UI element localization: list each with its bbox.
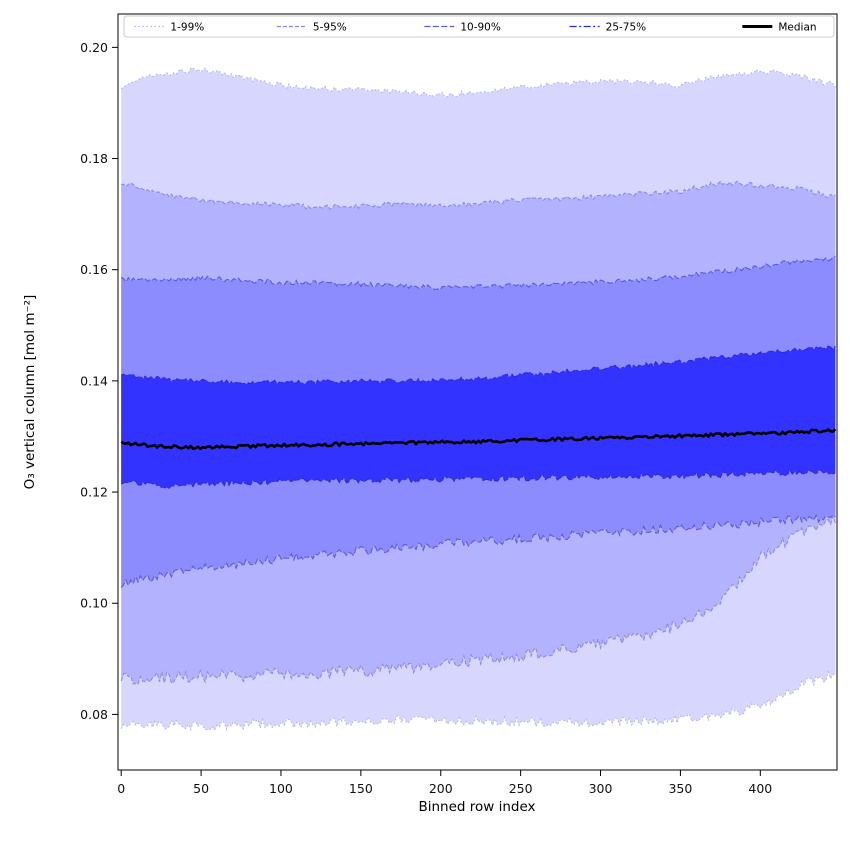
x-tick-label: 0 [117, 781, 125, 796]
x-tick-label: 250 [509, 781, 533, 796]
x-tick-label: 50 [193, 781, 209, 796]
y-tick-label: 0.16 [80, 262, 108, 277]
y-tick-label: 0.08 [80, 707, 108, 722]
band-fill-25-75% [121, 346, 836, 489]
band-lower-edge-10-90% [120, 513, 836, 589]
legend: 1-99% 5-95% 10-90% 25-75% Median [123, 15, 835, 38]
band-upper-edge-1-99% [120, 67, 836, 98]
band-upper-edge-5-95% [121, 180, 836, 210]
bands-layer [121, 67, 836, 731]
median-line [120, 428, 837, 451]
x-tick-label: 400 [748, 781, 772, 796]
band-upper-edge-10-90% [120, 255, 836, 292]
median-layer [120, 428, 837, 451]
x-tick-label: 150 [349, 781, 373, 796]
band-edges-layer [120, 67, 836, 732]
band-lower-edge-5-95% [120, 514, 836, 685]
axes-layer: 0 50 100 150 200 250 300 350 400 0.08 0.10 0.12 0.14… [80, 40, 772, 796]
x-tick-label: 100 [269, 781, 293, 796]
y-tick-label: 0.10 [80, 596, 108, 611]
legend-label: 1-99% [170, 22, 204, 34]
y-tick-label: 0.18 [80, 151, 108, 166]
legend-label: 25-75% [606, 22, 647, 34]
legend-label: 10-90% [460, 22, 501, 34]
band-lower-edge-1-99% [120, 669, 836, 732]
band-lower-edge-25-75% [120, 469, 836, 489]
plot-frame [117, 13, 838, 771]
x-axis-label: Binned row index [418, 799, 535, 815]
x-tick-label: 350 [668, 781, 692, 796]
x-tick-label: 300 [589, 781, 613, 796]
legend-label: 5-95% [313, 22, 347, 34]
band-upper-edge-25-75% [121, 345, 836, 385]
y-axis-label: O₃ vertical column [mol m⁻²] [22, 295, 38, 490]
x-tick-label: 200 [429, 781, 453, 796]
legend-box [123, 15, 835, 38]
y-tick-label: 0.14 [80, 373, 108, 388]
y-tick-label: 0.20 [80, 40, 108, 55]
y-tick-label: 0.12 [80, 485, 108, 500]
legend-label: Median [778, 22, 816, 34]
